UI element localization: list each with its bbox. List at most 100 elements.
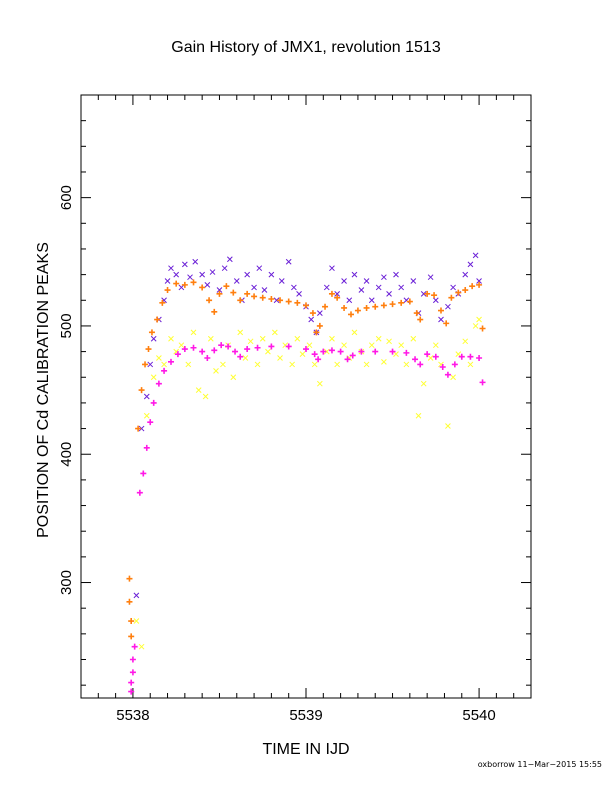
data-point <box>372 303 379 310</box>
data-point <box>268 343 275 350</box>
data-point <box>216 290 223 297</box>
data-point <box>303 302 309 309</box>
data-point <box>476 316 482 323</box>
data-point <box>251 284 257 291</box>
data-point <box>131 643 138 650</box>
data-point <box>427 274 434 281</box>
data-point <box>133 618 140 624</box>
data-point <box>313 329 320 336</box>
data-point <box>306 342 313 349</box>
data-point <box>417 361 424 368</box>
data-point <box>375 335 382 342</box>
data-point <box>138 425 145 432</box>
data-point <box>187 274 193 281</box>
data-point <box>164 287 171 294</box>
data-point <box>256 265 263 272</box>
data-point <box>444 371 451 378</box>
data-point <box>341 278 347 284</box>
data-point <box>218 342 225 349</box>
data-point <box>140 470 147 477</box>
data-point <box>472 252 479 259</box>
data-point <box>381 274 387 281</box>
data-point <box>213 367 219 374</box>
data-point <box>334 361 341 368</box>
data-point <box>150 374 157 381</box>
data-point <box>199 271 206 278</box>
data-point <box>190 279 197 286</box>
data-point <box>448 294 455 301</box>
data-point <box>226 256 233 263</box>
data-point <box>415 412 422 419</box>
data-point <box>375 284 382 291</box>
data-point <box>406 298 413 305</box>
data-point <box>469 283 476 290</box>
data-point <box>458 353 465 360</box>
data-point <box>247 338 254 345</box>
data-point <box>126 575 133 582</box>
data-point <box>432 297 439 304</box>
data-point <box>439 363 446 370</box>
data-point <box>363 278 370 284</box>
data-point <box>455 351 462 358</box>
data-point <box>467 361 474 368</box>
data-point <box>211 308 218 315</box>
data-point <box>285 298 292 305</box>
data-point <box>462 338 469 345</box>
data-point <box>199 284 206 291</box>
data-point <box>244 290 251 297</box>
data-point <box>181 261 188 268</box>
data-point <box>368 342 375 349</box>
data-point <box>467 353 474 360</box>
chart-title: Gain History of JMX1, revolution 1513 <box>171 39 441 56</box>
data-point <box>476 355 483 362</box>
data-point <box>398 342 405 349</box>
data-point <box>278 278 285 284</box>
data-point <box>413 310 420 317</box>
data-point <box>334 291 341 297</box>
data-point <box>296 291 302 297</box>
data-point <box>211 347 218 354</box>
data-point <box>403 361 410 368</box>
data-point <box>192 258 199 265</box>
data-point <box>291 284 297 291</box>
data-point <box>445 423 451 429</box>
data-point <box>128 633 135 640</box>
data-point <box>363 304 370 311</box>
data-point <box>450 374 456 381</box>
data-point <box>178 284 185 291</box>
data-point <box>148 329 155 336</box>
data-point <box>138 387 145 394</box>
x-tick-label: 5539 <box>289 707 322 724</box>
data-point <box>420 380 427 387</box>
data-point <box>174 351 181 358</box>
data-point <box>432 353 439 360</box>
data-point <box>389 348 396 355</box>
data-point <box>323 348 330 355</box>
data-point <box>372 348 379 355</box>
data-point <box>346 297 353 304</box>
data-point <box>329 335 335 342</box>
data-point <box>467 261 474 268</box>
data-point <box>349 352 356 359</box>
data-point <box>337 348 344 355</box>
data-point <box>299 351 306 358</box>
data-point <box>410 335 417 342</box>
data-point <box>341 342 347 349</box>
data-point <box>445 303 451 310</box>
data-point <box>389 301 396 308</box>
data-point <box>133 592 140 599</box>
data-point <box>244 271 251 278</box>
data-point <box>303 346 309 353</box>
data-point <box>403 349 410 356</box>
data-point <box>129 656 136 663</box>
data-point <box>398 284 405 291</box>
data-point <box>199 348 206 355</box>
data-point <box>381 359 387 365</box>
data-point <box>223 283 230 290</box>
footer-credit: oxborrow 11−Mar−2015 15:55 <box>477 760 602 769</box>
data-point <box>225 343 232 350</box>
data-point <box>344 356 351 363</box>
data-point <box>265 348 271 355</box>
data-point <box>232 348 239 355</box>
